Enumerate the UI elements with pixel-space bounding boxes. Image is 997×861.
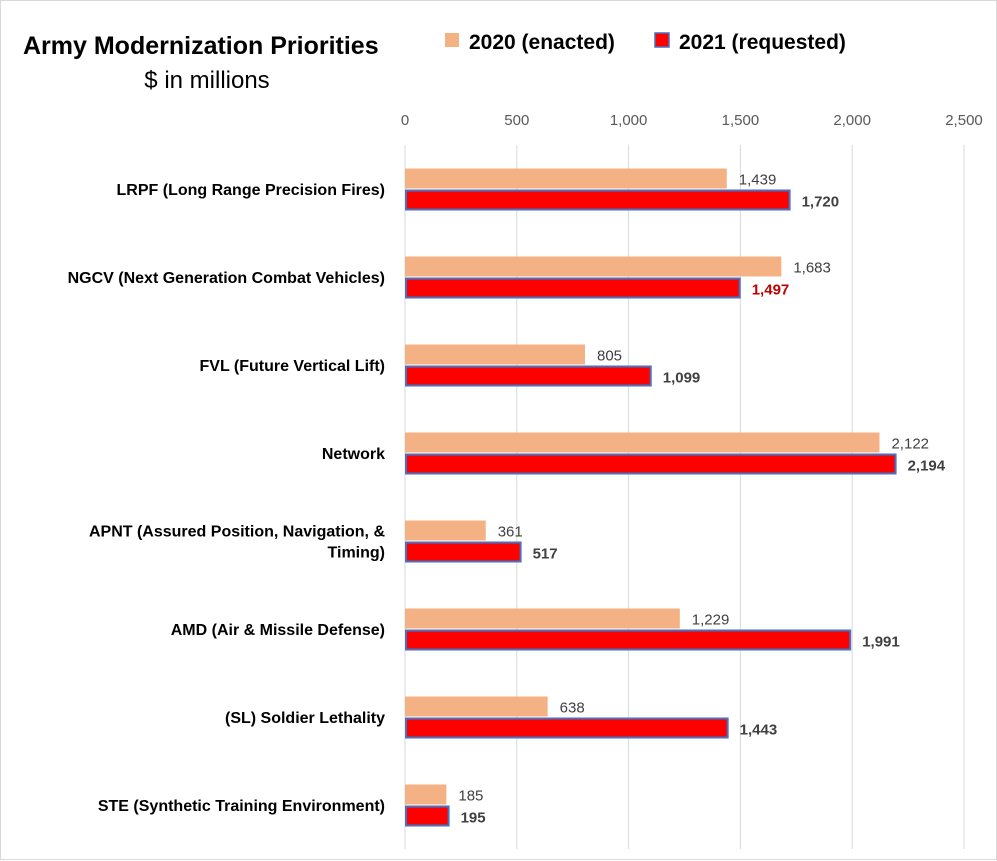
category-label-amd-air-missile-defense: AMD (Air & Missile Defense) xyxy=(171,622,385,639)
data-label-2020-ngcv-next-generation-combat-vehicles: 1,683 xyxy=(793,260,831,277)
category-label-apnt-assured-position-navigation-timing: APNT (Assured Position, Navigation, & xyxy=(89,524,385,541)
category-label-fvl-future-vertical-lift: FVL (Future Vertical Lift) xyxy=(200,358,386,375)
legend: 2020 (enacted) 2021 (requested) xyxy=(445,31,846,54)
bar-2020-ste-synthetic-training-environment xyxy=(405,784,447,805)
bar-2020-network xyxy=(405,432,880,453)
data-label-2020-apnt-assured-position-navigation-timing: 361 xyxy=(498,524,523,541)
data-label-2020-amd-air-missile-defense: 1,229 xyxy=(692,612,730,629)
data-label-2021-sl-soldier-lethality: 1,443 xyxy=(740,722,778,739)
data-label-2021-fvl-future-vertical-lift: 1,099 xyxy=(663,370,701,387)
x-axis-ticks: 0 500 1,000 1,500 2,000 2,500 xyxy=(401,112,983,129)
bar-2021-ste-synthetic-training-environment xyxy=(405,805,450,827)
legend-swatch-2020 xyxy=(445,33,459,47)
data-label-2021-ngcv-next-generation-combat-vehicles: 1,497 xyxy=(752,282,790,299)
bar-2021-lrpf-long-range-precision-fires xyxy=(405,189,791,211)
category-label-ngcv-next-generation-combat-vehicles: NGCV (Next Generation Combat Vehicles) xyxy=(68,270,385,287)
bar-2020-ngcv-next-generation-combat-vehicles xyxy=(405,256,782,277)
bar-2020-sl-soldier-lethality xyxy=(405,696,548,717)
category-label-sl-soldier-lethality: (SL) Soldier Lethality xyxy=(225,710,385,727)
x-tick-label: 2,500 xyxy=(945,112,983,129)
category-label-ste-synthetic-training-environment: STE (Synthetic Training Environment) xyxy=(98,798,385,815)
data-label-2020-ste-synthetic-training-environment: 185 xyxy=(458,788,483,805)
bar-2020-amd-air-missile-defense xyxy=(405,608,680,629)
legend-swatch-2021 xyxy=(654,32,670,48)
bar-2020-fvl-future-vertical-lift xyxy=(405,344,585,365)
bar-2021-apnt-assured-position-navigation-timing xyxy=(405,541,522,563)
x-tick-label: 0 xyxy=(401,112,409,129)
x-tick-label: 1,500 xyxy=(722,112,760,129)
x-tick-label: 500 xyxy=(504,112,529,129)
legend-label-2021: 2021 (requested) xyxy=(679,31,846,54)
bar-2020-apnt-assured-position-navigation-timing xyxy=(405,520,486,541)
legend-label-2020: 2020 (enacted) xyxy=(469,31,615,54)
bar-2021-amd-air-missile-defense xyxy=(405,629,852,651)
gridlines xyxy=(404,145,965,849)
data-label-2021-apnt-assured-position-navigation-timing: 517 xyxy=(533,546,558,563)
bar-2021-ngcv-next-generation-combat-vehicles xyxy=(405,277,741,299)
category-label-lrpf-long-range-precision-fires: LRPF (Long Range Precision Fires) xyxy=(117,182,385,199)
data-label-2020-lrpf-long-range-precision-fires: 1,439 xyxy=(739,172,777,189)
bar-2021-sl-soldier-lethality xyxy=(405,717,729,739)
category-label-apnt-assured-position-navigation-timing: Timing) xyxy=(328,545,385,562)
bars xyxy=(405,168,897,827)
data-label-2021-amd-air-missile-defense: 1,991 xyxy=(862,634,900,651)
data-label-2021-ste-synthetic-training-environment: 195 xyxy=(461,810,486,827)
bar-2020-lrpf-long-range-precision-fires xyxy=(405,168,727,189)
x-tick-label: 1,000 xyxy=(610,112,648,129)
chart-subtitle: $ in millions xyxy=(144,67,269,94)
x-tick-label: 2,000 xyxy=(833,112,871,129)
data-label-2020-sl-soldier-lethality: 638 xyxy=(560,700,585,717)
category-label-network: Network xyxy=(322,446,385,463)
bar-2021-fvl-future-vertical-lift xyxy=(405,365,652,387)
data-label-2021-network: 2,194 xyxy=(908,458,946,475)
bar-2021-network xyxy=(405,453,897,475)
data-label-2021-lrpf-long-range-precision-fires: 1,720 xyxy=(802,194,840,211)
category-labels: LRPF (Long Range Precision Fires) NGCV (N… xyxy=(68,182,386,815)
chart-title: Army Modernization Priorities xyxy=(23,32,379,60)
data-label-2020-network: 2,122 xyxy=(891,436,929,453)
data-label-2020-fvl-future-vertical-lift: 805 xyxy=(597,348,622,365)
